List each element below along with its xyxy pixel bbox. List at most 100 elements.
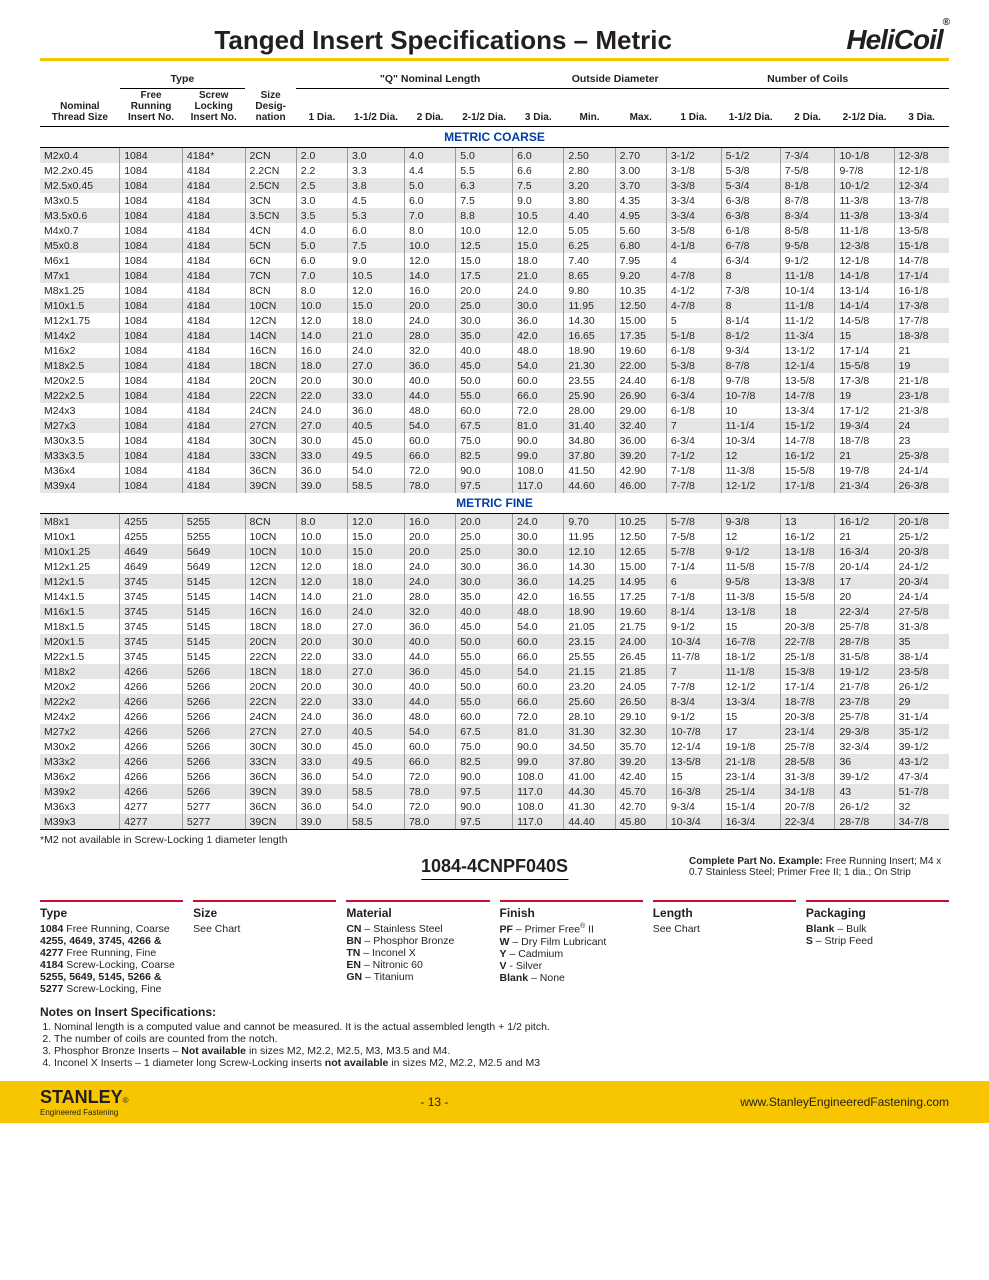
pn-column-item: 5277 Screw-Locking, Fine bbox=[40, 983, 183, 995]
pn-column-item: See Chart bbox=[193, 923, 336, 935]
table-body: METRIC COARSEM2x0.410844184*2CN2.03.04.0… bbox=[40, 127, 949, 830]
table-row: M20x24266526620CN20.030.040.050.060.023.… bbox=[40, 679, 949, 694]
page-header: Tanged Insert Specifications – Metric He… bbox=[40, 24, 949, 56]
part-number: 1084-4CNPF040S bbox=[421, 856, 568, 880]
table-row: M30x3.51084418430CN30.045.060.075.090.03… bbox=[40, 433, 949, 448]
table-row: M36x41084418436CN36.054.072.090.0108.041… bbox=[40, 463, 949, 478]
notes-title: Notes on Insert Specifications: bbox=[40, 1005, 949, 1019]
table-row: M33x24266526633CN33.049.566.082.599.037.… bbox=[40, 754, 949, 769]
group-type: Type bbox=[120, 71, 245, 88]
pn-column-item: 4184 Screw-Locking, Coarse bbox=[40, 959, 183, 971]
table-row: M2.2x0.45108441842.2CN2.23.34.45.56.62.8… bbox=[40, 163, 949, 178]
group-coils: Number of Coils bbox=[666, 71, 949, 88]
col-c15: 1-1/2 Dia. bbox=[721, 88, 780, 127]
pn-column-item: PF – Primer Free® II bbox=[500, 923, 643, 936]
notes-item: The number of coils are counted from the… bbox=[54, 1033, 949, 1045]
pn-column-item: 4277 Free Running, Fine bbox=[40, 947, 183, 959]
pn-column-head: Finish bbox=[500, 900, 643, 920]
table-row: M39x24266526639CN39.058.578.097.5117.044… bbox=[40, 784, 949, 799]
part-number-columns: Type1084 Free Running, Coarse4255, 4649,… bbox=[40, 900, 949, 995]
table-row: M24x31084418424CN24.036.048.060.072.028.… bbox=[40, 403, 949, 418]
pn-column-item: S – Strip Feed bbox=[806, 935, 949, 947]
col-free: Free Running Insert No. bbox=[120, 88, 183, 127]
notes-list: Nominal length is a computed value and c… bbox=[54, 1021, 949, 1069]
col-c2: 2 Dia. bbox=[780, 88, 835, 127]
table-row: M8x1.25108441848CN8.012.016.020.024.09.8… bbox=[40, 283, 949, 298]
notes-item: Phosphor Bronze Inserts – Not available … bbox=[54, 1045, 949, 1057]
pn-column: Type1084 Free Running, Coarse4255, 4649,… bbox=[40, 900, 183, 995]
table-row: M8x1425552558CN8.012.016.020.024.09.7010… bbox=[40, 514, 949, 530]
group-q: "Q" Nominal Length bbox=[296, 71, 564, 88]
pn-column-item: CN – Stainless Steel bbox=[346, 923, 489, 935]
col-screw: Screw Locking Insert No. bbox=[182, 88, 245, 127]
table-row: M5x0.8108441845CN5.07.510.012.515.06.256… bbox=[40, 238, 949, 253]
table-row: M20x1.53745514520CN20.030.040.050.060.02… bbox=[40, 634, 949, 649]
pn-column-head: Size bbox=[193, 900, 336, 920]
col-nominal: Nominal Thread Size bbox=[40, 88, 120, 127]
table-row: M2.5x0.45108441842.5CN2.53.85.06.37.53.2… bbox=[40, 178, 949, 193]
table-row: M3.5x0.6108441843.5CN3.55.37.08.810.54.4… bbox=[40, 208, 949, 223]
page-number: - 13 - bbox=[420, 1095, 448, 1109]
table-row: M36x24266526636CN36.054.072.090.0108.041… bbox=[40, 769, 949, 784]
table-row: M14x21084418414CN14.021.028.035.042.016.… bbox=[40, 328, 949, 343]
pn-column-head: Material bbox=[346, 900, 489, 920]
table-row: M27x31084418427CN27.040.554.067.581.031.… bbox=[40, 418, 949, 433]
col-min: Min. bbox=[564, 88, 615, 127]
table-group-header-row: Type "Q" Nominal Length Outside Diameter… bbox=[40, 71, 949, 88]
table-row: M12x1.751084418412CN12.018.024.030.036.0… bbox=[40, 313, 949, 328]
pn-column-item: BN – Phosphor Bronze bbox=[346, 935, 489, 947]
table-col-header-row: Nominal Thread Size Free Running Insert … bbox=[40, 88, 949, 127]
notes-item: Inconel X Inserts – 1 diameter long Scre… bbox=[54, 1057, 949, 1069]
pn-column: LengthSee Chart bbox=[653, 900, 796, 995]
col-d15: 1-1/2 Dia. bbox=[348, 88, 405, 127]
col-c3: 3 Dia. bbox=[894, 88, 949, 127]
table-row: M36x34277527736CN36.054.072.090.0108.041… bbox=[40, 799, 949, 814]
stanley-logo: STANLEY® Engineered Fastening bbox=[40, 1087, 129, 1117]
table-row: M24x24266526624CN24.036.048.060.072.028.… bbox=[40, 709, 949, 724]
table-row: M33x3.51084418433CN33.049.566.082.599.03… bbox=[40, 448, 949, 463]
group-od: Outside Diameter bbox=[564, 71, 667, 88]
pn-column: Packaging Blank – BulkS – Strip Feed bbox=[806, 900, 949, 995]
col-max: Max. bbox=[615, 88, 666, 127]
spec-table: Type "Q" Nominal Length Outside Diameter… bbox=[40, 71, 949, 830]
pn-column: Size See Chart bbox=[193, 900, 336, 995]
table-row: M22x2.51084418422CN22.033.044.055.066.02… bbox=[40, 388, 949, 403]
table-row: M7x1108441847CN7.010.514.017.521.08.659.… bbox=[40, 268, 949, 283]
col-d3: 3 Dia. bbox=[513, 88, 564, 127]
table-row: M22x24266526622CN22.033.044.055.066.025.… bbox=[40, 694, 949, 709]
footer-url: www.StanleyEngineeredFastening.com bbox=[740, 1095, 949, 1109]
table-row: M18x1.53745514518CN18.027.036.045.054.02… bbox=[40, 619, 949, 634]
table-row: M39x34277527739CN39.058.578.097.5117.044… bbox=[40, 814, 949, 830]
pn-column-item: See Chart bbox=[653, 923, 796, 935]
notes-item: Nominal length is a computed value and c… bbox=[54, 1021, 949, 1033]
table-row: M3x0.5108441843CN3.04.56.07.59.03.804.35… bbox=[40, 193, 949, 208]
col-d1: 1 Dia. bbox=[296, 88, 347, 127]
brand-logo: HeliCoil® bbox=[846, 24, 949, 56]
pn-column-head: Type bbox=[40, 900, 183, 920]
pn-column-item: Blank – Bulk bbox=[806, 923, 949, 935]
pn-column-item: Blank – None bbox=[500, 972, 643, 984]
col-c1: 1 Dia. bbox=[666, 88, 721, 127]
table-row: M14x1.53745514514CN14.021.028.035.042.01… bbox=[40, 589, 949, 604]
page-title: Tanged Insert Specifications – Metric bbox=[40, 25, 846, 56]
pn-column-item: V - Silver bbox=[500, 960, 643, 972]
table-row: M30x24266526630CN30.045.060.075.090.034.… bbox=[40, 739, 949, 754]
table-row: M18x2.51084418418CN18.027.036.045.054.02… bbox=[40, 358, 949, 373]
table-row: M16x21084418416CN16.024.032.040.048.018.… bbox=[40, 343, 949, 358]
table-row: M10x1.51084418410CN10.015.020.025.030.01… bbox=[40, 298, 949, 313]
accent-rule bbox=[40, 58, 949, 61]
col-size: Size Desig- nation bbox=[245, 88, 296, 127]
table-row: M2x0.410844184*2CN2.03.04.05.06.02.502.7… bbox=[40, 148, 949, 164]
pn-column-item: TN – Inconel X bbox=[346, 947, 489, 959]
part-number-block: 1084-4CNPF040S Complete Part No. Example… bbox=[40, 856, 949, 995]
table-row: M18x24266526618CN18.027.036.045.054.021.… bbox=[40, 664, 949, 679]
pn-column-item: W – Dry Film Lubricant bbox=[500, 936, 643, 948]
table-row: M27x24266526627CN27.040.554.067.581.031.… bbox=[40, 724, 949, 739]
table-row: M20x2.51084418420CN20.030.040.050.060.02… bbox=[40, 373, 949, 388]
pn-column-head: Packaging bbox=[806, 900, 949, 920]
col-d25: 2-1/2 Dia. bbox=[456, 88, 513, 127]
page-footer: STANLEY® Engineered Fastening - 13 - www… bbox=[0, 1081, 989, 1123]
col-d2: 2 Dia. bbox=[404, 88, 455, 127]
pn-column: Finish PF – Primer Free® IIW – Dry Film L… bbox=[500, 900, 643, 995]
pn-column-item: 5255, 5649, 5145, 5266 & bbox=[40, 971, 183, 983]
